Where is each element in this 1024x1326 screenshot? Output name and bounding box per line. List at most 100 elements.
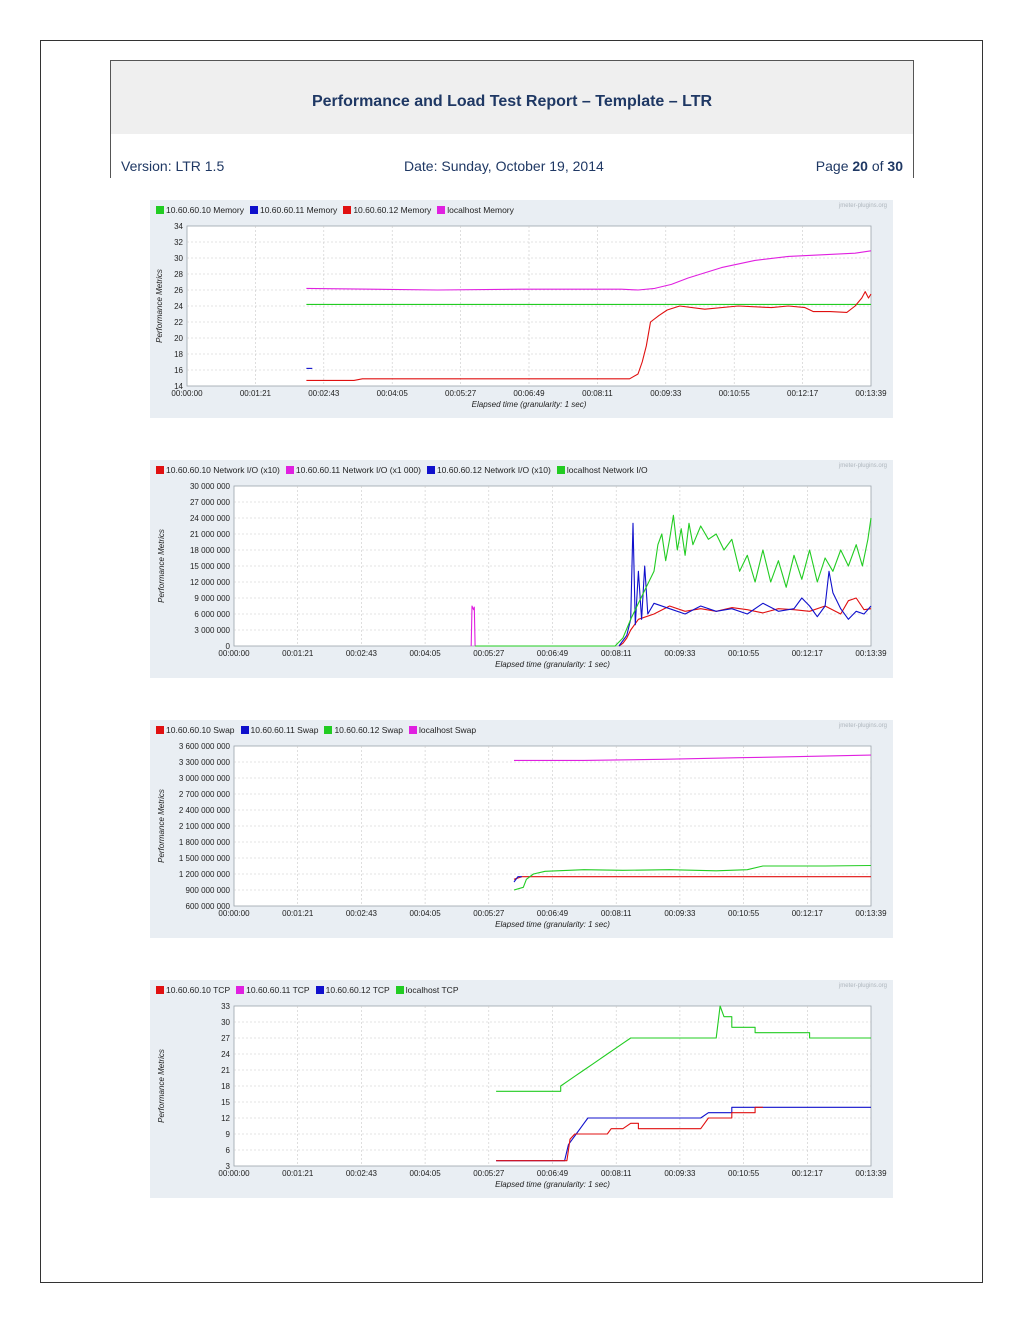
series-line: [513, 864, 872, 891]
x-tick-label: 00:06:49: [513, 389, 545, 398]
x-tick-label: 00:12:17: [792, 909, 824, 918]
legend-label: 10.60.60.11 TCP: [246, 985, 310, 995]
y-tick-label: 3 300 000 000: [179, 758, 231, 767]
x-tick-label: 00:00:00: [218, 909, 250, 918]
y-tick-label: 2 400 000 000: [179, 806, 231, 815]
y-axis-label: Performance Metrics: [155, 269, 164, 343]
y-axis-label: Performance Metrics: [157, 529, 166, 603]
legend-item: 10.60.60.12 Memory: [343, 203, 431, 217]
y-tick-label: 28: [174, 270, 183, 279]
x-tick-label: 00:13:39: [855, 909, 887, 918]
date-label: Date: Sunday, October 19, 2014: [404, 158, 604, 174]
legend-item: 10.60.60.11 TCP: [236, 983, 310, 997]
legend-label: 10.60.60.12 Memory: [353, 205, 432, 215]
series-line: [618, 522, 872, 647]
x-tick-label: 00:02:43: [308, 389, 340, 398]
legend-label: 10.60.60.12 Swap: [334, 725, 403, 735]
y-tick-label: 30 000 000: [190, 482, 231, 491]
legend-item: 10.60.60.12 Swap: [324, 723, 403, 737]
legend-swatch: [240, 726, 249, 734]
legend-swatch: [156, 726, 164, 734]
x-tick-label: 00:12:17: [792, 1169, 824, 1178]
x-axis-label: Elapsed time (granularity: 1 sec): [472, 400, 587, 409]
x-tick-label: 00:01:21: [282, 649, 314, 658]
legend-item: 10.60.60.11 Memory: [249, 203, 338, 217]
legend-label: localhost Network I/O: [566, 465, 648, 475]
series-line: [618, 597, 872, 647]
y-tick-label: 32: [174, 238, 183, 247]
chart-svg: 3 6 9 12 15 18 21 24 27 30 33 00:00:00 00:01:21 00:02…: [157, 1002, 887, 1189]
y-tick-label: 15: [221, 1098, 230, 1107]
chart-legend: 10.60.60.10 Memory 10.60.60.11 Memory 10.6…: [156, 203, 514, 217]
legend-item: localhost Swap: [408, 723, 476, 737]
y-tick-label: 27: [221, 1034, 230, 1043]
legend-item: 10.60.60.10 Network I/O (x10): [156, 463, 280, 477]
x-tick-label: 00:02:43: [346, 909, 378, 918]
legend-swatch: [395, 986, 404, 994]
x-tick-label: 00:00:00: [218, 1169, 250, 1178]
chart-watermark: jmeter-plugins.org: [838, 723, 887, 729]
legend-label: 10.60.60.11 Memory: [259, 205, 338, 215]
chart-watermark: jmeter-plugins.org: [838, 463, 887, 469]
x-tick-label: 00:08:11: [582, 389, 613, 398]
series-line: [306, 250, 872, 291]
page-of: of: [867, 158, 888, 174]
series-line: [496, 1005, 871, 1092]
x-tick-label: 00:04:05: [377, 389, 409, 398]
y-tick-label: 24: [221, 1050, 230, 1059]
series-line: [475, 514, 872, 647]
page-number: Page 20 of 30: [816, 158, 903, 174]
x-tick-label: 00:09:33: [664, 1169, 696, 1178]
y-tick-label: 21 000 000: [190, 530, 231, 539]
version-label: Version: LTR 1.5: [121, 158, 225, 174]
legend-label: 10.60.60.11 Network I/O (x1 000): [295, 465, 421, 475]
x-tick-label: 00:06:49: [537, 909, 569, 918]
legend-item: 10.60.60.10 TCP: [156, 983, 230, 997]
legend-swatch: [156, 466, 164, 474]
x-tick-label: 00:10:55: [728, 909, 760, 918]
x-tick-label: 00:09:33: [650, 389, 682, 398]
y-tick-label: 900 000 000: [186, 886, 231, 895]
series-line: [513, 876, 522, 883]
y-tick-label: 1 500 000 000: [179, 854, 231, 863]
y-tick-label: 9: [226, 1130, 231, 1139]
x-tick-label: 00:10:55: [728, 1169, 760, 1178]
y-tick-label: 22: [174, 318, 183, 327]
y-tick-label: 33: [221, 1002, 230, 1011]
legend-label: localhost Memory: [447, 205, 514, 215]
y-tick-label: 18 000 000: [190, 546, 231, 555]
legend-label: 10.60.60.11 Swap: [250, 725, 319, 735]
legend-item: 10.60.60.10 Swap: [156, 723, 235, 737]
series-line: [306, 291, 872, 381]
chart-svg: 600 000 000 900 000 000 1 200 000 000 1 500…: [157, 742, 887, 929]
y-tick-label: 3 000 000 000: [179, 774, 231, 783]
legend-swatch: [156, 206, 164, 214]
report-header: Performance and Load Test Report – Templ…: [110, 60, 914, 178]
legend-item: 10.60.60.12 Network I/O (x10): [426, 463, 551, 477]
x-tick-label: 00:05:27: [473, 1169, 505, 1178]
chart-legend: 10.60.60.10 Swap 10.60.60.11 Swap 10.60.60…: [156, 723, 476, 737]
y-tick-label: 1 200 000 000: [179, 870, 231, 879]
legend-swatch: [236, 986, 245, 994]
chart-legend: 10.60.60.10 TCP 10.60.60.11 TCP 10.60.60.1…: [156, 983, 459, 997]
x-tick-label: 00:10:55: [719, 389, 751, 398]
page-current: 20: [852, 158, 868, 174]
x-tick-label: 00:13:39: [855, 649, 887, 658]
x-tick-label: 00:09:33: [664, 909, 696, 918]
header-title-band: Performance and Load Test Report – Templ…: [111, 61, 913, 134]
legend-item: localhost TCP: [395, 983, 459, 997]
legend-swatch: [426, 466, 435, 474]
legend-swatch: [249, 206, 258, 214]
series-line: [514, 754, 872, 761]
x-tick-label: 00:04:05: [410, 909, 442, 918]
y-tick-label: 6: [226, 1146, 231, 1155]
legend-swatch: [315, 986, 324, 994]
x-axis-label: Elapsed time (granularity: 1 sec): [495, 920, 610, 929]
x-tick-label: 00:00:00: [218, 649, 250, 658]
x-tick-label: 00:05:27: [473, 649, 505, 658]
y-tick-label: 1 800 000 000: [179, 838, 231, 847]
x-axis-label: Elapsed time (granularity: 1 sec): [495, 660, 610, 669]
y-tick-label: 24: [174, 302, 183, 311]
legend-label: 10.60.60.10 Network I/O (x10): [166, 465, 280, 475]
legend-swatch: [408, 726, 417, 734]
